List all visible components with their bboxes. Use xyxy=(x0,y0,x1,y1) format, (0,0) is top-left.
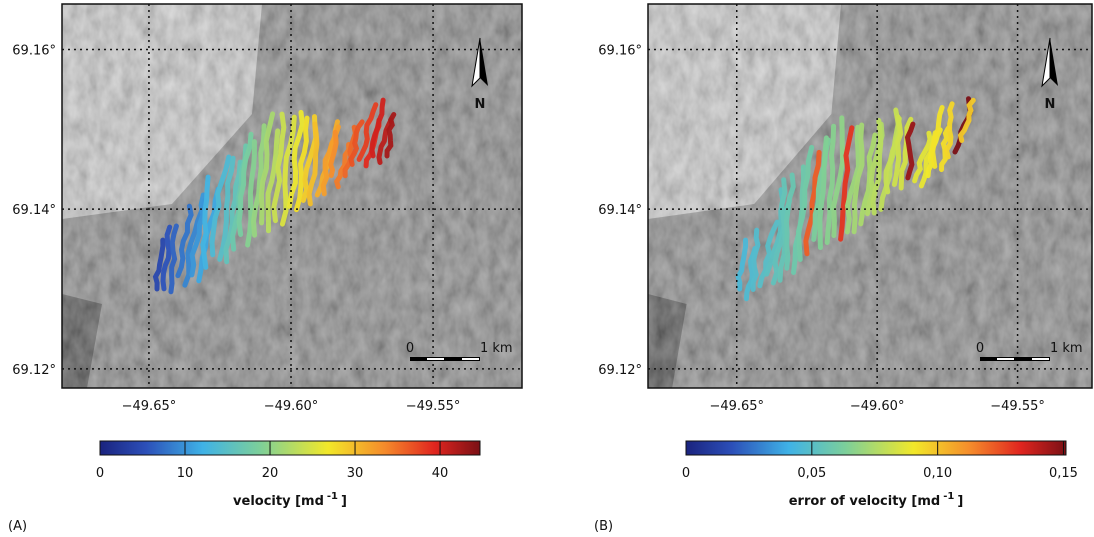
scale-bar xyxy=(462,358,479,360)
colorbar-title-part: error of velocity [md xyxy=(789,494,940,509)
scale-bar xyxy=(997,358,1014,360)
lat-tick-label: 69.12° xyxy=(12,363,56,378)
lat-tick-label: 69.12° xyxy=(598,363,642,378)
colorbar xyxy=(686,441,1066,455)
colorbar-title-part: velocity [md xyxy=(233,494,324,509)
colorbar-tick-label: 30 xyxy=(347,466,364,481)
scale-label: 0 xyxy=(406,341,414,356)
lon-tick-label: −49.60° xyxy=(264,399,319,414)
colorbar xyxy=(100,441,480,455)
lon-tick-label: −49.60° xyxy=(850,399,905,414)
colorbar-title-part: -1 xyxy=(327,491,338,502)
colorbar-title: velocity [md-1] xyxy=(233,491,347,509)
scale-label: 0 xyxy=(976,341,984,356)
map-panel: 69.16° 69.14° 69.12° −49.65° −49.60° −49.55° N… xyxy=(8,4,522,534)
colorbar-title-part: -1 xyxy=(943,491,954,502)
north-label: N xyxy=(1045,97,1056,112)
lat-tick-label: 69.16° xyxy=(598,44,642,59)
map-panel: 69.16° 69.14° 69.12° −49.65° −49.60° −49.55° N… xyxy=(594,4,1092,534)
lon-tick-label: −49.55° xyxy=(990,399,1045,414)
lat-tick-label: 69.14° xyxy=(598,203,642,218)
lon-tick-label: −49.65° xyxy=(709,399,764,414)
colorbar-tick-label: 20 xyxy=(262,466,279,481)
lon-tick-label: −49.65° xyxy=(122,399,177,414)
colorbar-tick-label: 0 xyxy=(682,466,690,481)
lat-tick-label: 69.16° xyxy=(12,44,56,59)
colorbar-tick-label: 10 xyxy=(177,466,194,481)
scale-label: 1 km xyxy=(480,341,513,356)
lat-tick-label: 69.14° xyxy=(12,203,56,218)
colorbar-tick-label: 0 xyxy=(96,466,104,481)
colorbar-tick-label: 0,05 xyxy=(797,466,826,481)
colorbar-tick-label: 40 xyxy=(432,466,449,481)
panel-label: (B) xyxy=(594,519,613,534)
scale-label: 1 km xyxy=(1050,341,1083,356)
colorbar-title-part: ] xyxy=(341,494,347,509)
colorbar-tick-label: 0,10 xyxy=(923,466,952,481)
scale-bar xyxy=(1032,358,1049,360)
colorbar-title: error of velocity [md-1] xyxy=(789,491,964,509)
north-label: N xyxy=(475,97,486,112)
colorbar-title-part: ] xyxy=(957,494,963,509)
scale-bar xyxy=(427,358,444,360)
figure: 69.16° 69.14° 69.12° −49.65° −49.60° −49.55° N… xyxy=(0,0,1094,537)
panel-label: (A) xyxy=(8,519,27,534)
lon-tick-label: −49.55° xyxy=(406,399,461,414)
flowline xyxy=(908,124,913,178)
colorbar-tick-label: 0,15 xyxy=(1049,466,1078,481)
